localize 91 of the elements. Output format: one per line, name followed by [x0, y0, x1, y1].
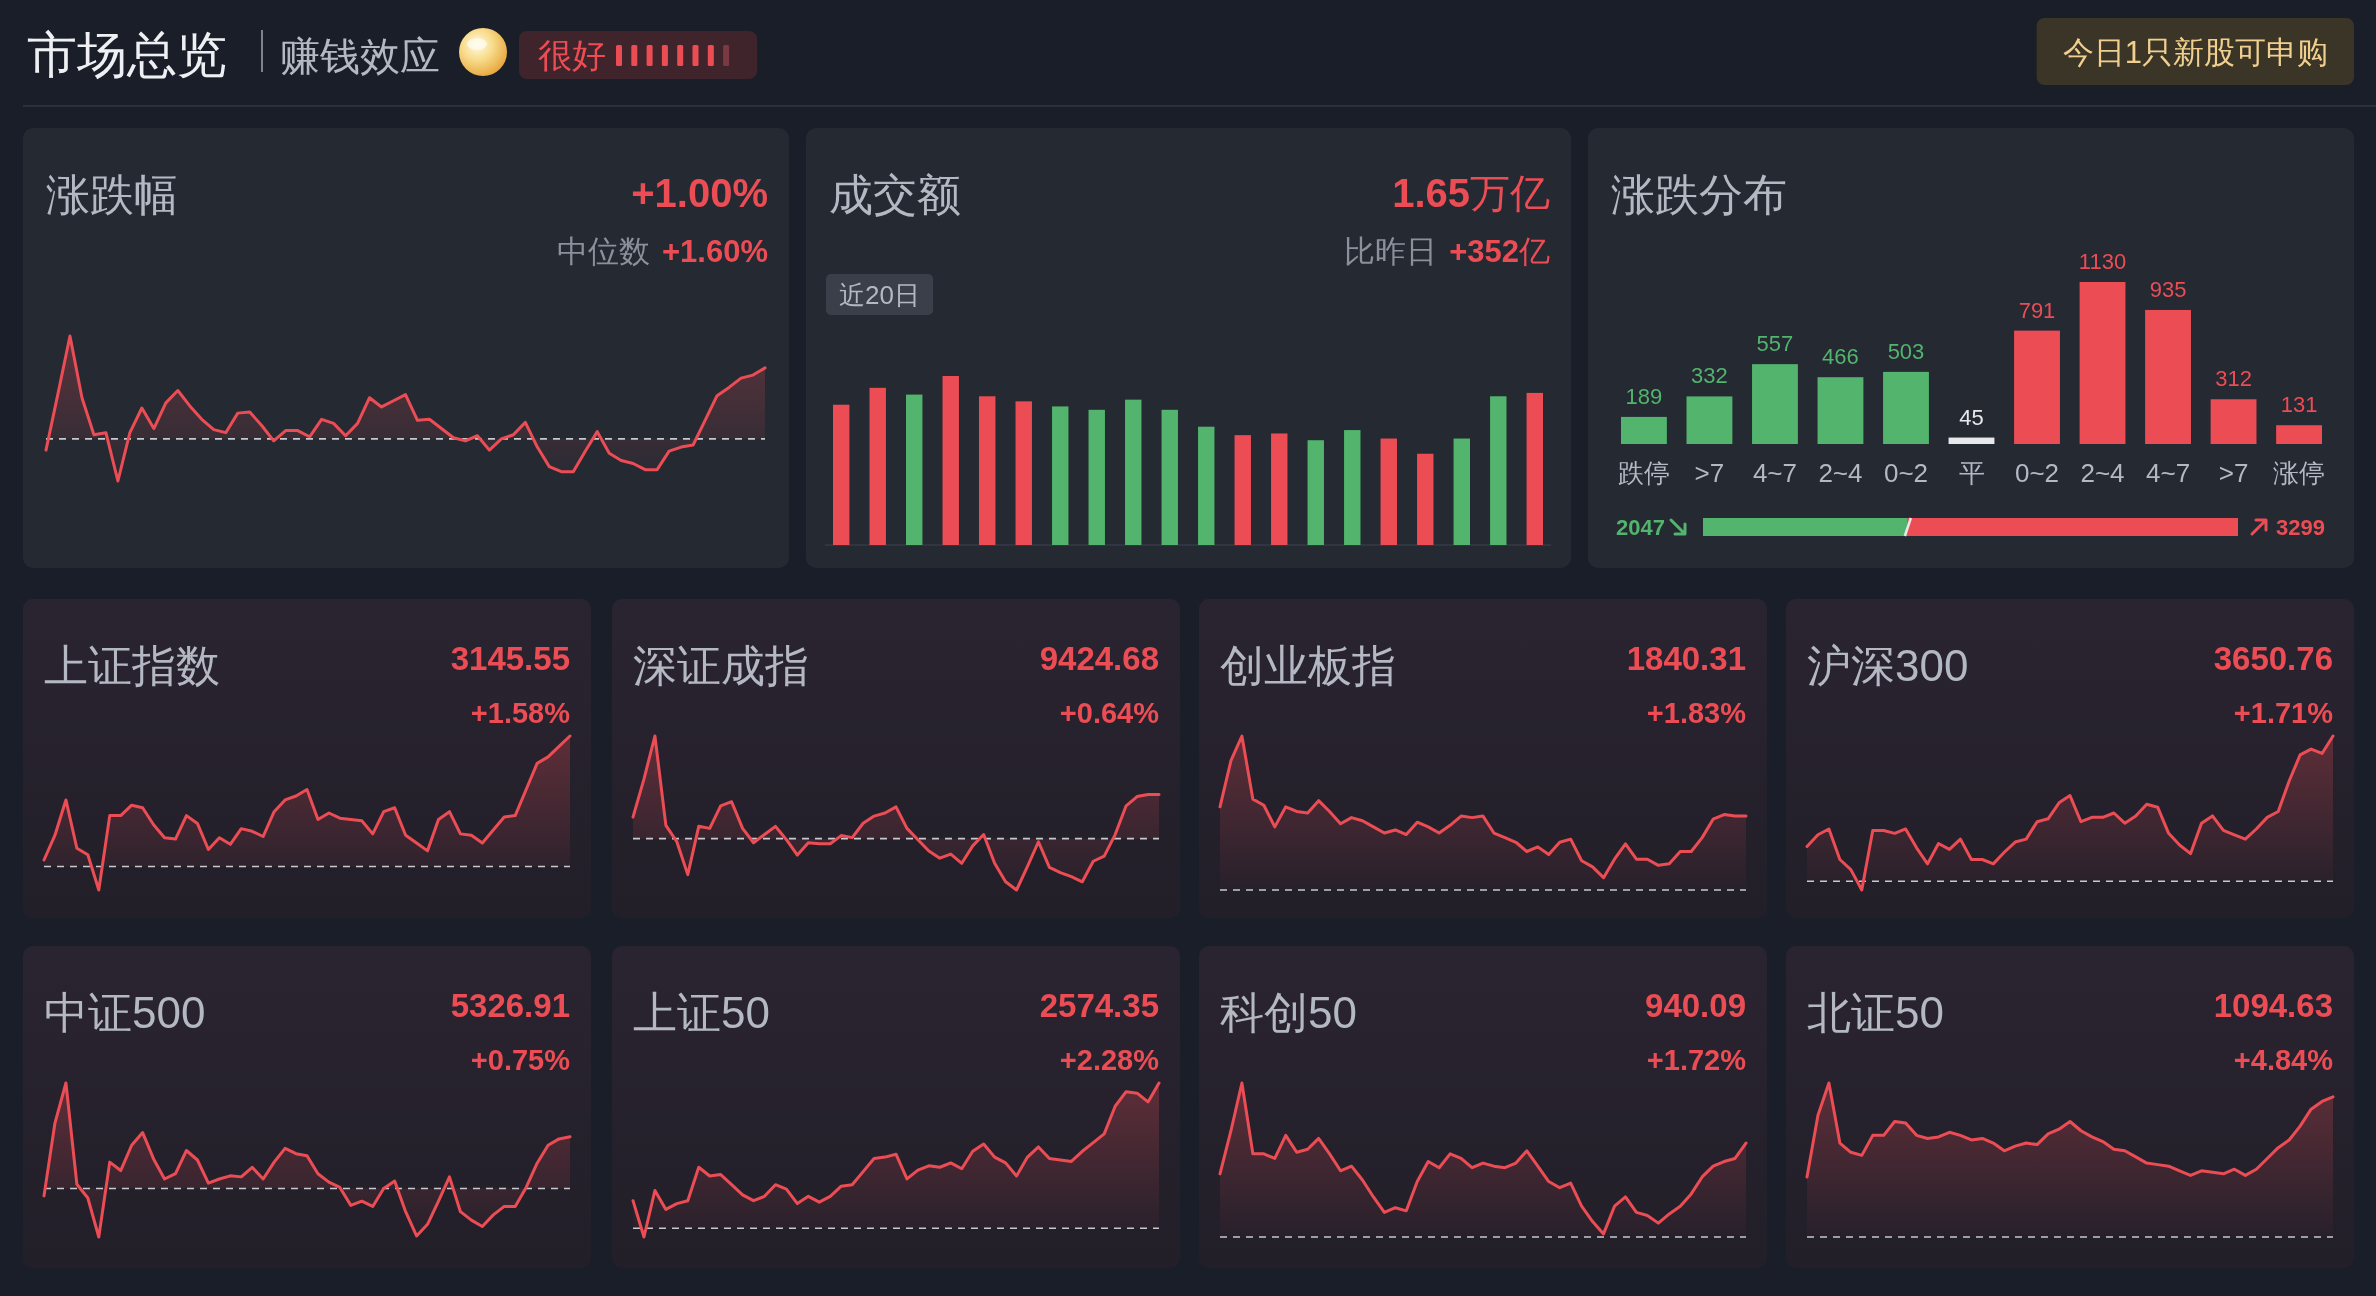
bar [869, 387, 886, 545]
text: 2574.35 [1039, 987, 1159, 1024]
x-tick-label: 涨停 [2273, 458, 2326, 488]
data-label: 557 [1756, 331, 1794, 357]
x-tick-label: 2~4 [1818, 458, 1863, 488]
text: 比昨日 +352亿 [1344, 234, 1550, 269]
text: +2.28% [1059, 1044, 1160, 1076]
bar [2210, 399, 2257, 444]
bar [2276, 425, 2322, 444]
bar [1817, 377, 1864, 444]
bar [2014, 330, 2060, 444]
text: 中位数 +1.60% [556, 234, 768, 269]
text: 3145.55 [450, 640, 570, 677]
text: +0.64% [1059, 697, 1160, 729]
text: 赚钱效应 [280, 34, 440, 78]
bar [2145, 309, 2191, 444]
chart-title: 深证成指 [633, 641, 809, 690]
bar [1234, 435, 1251, 545]
bar [1198, 426, 1215, 545]
x-tick-label: 跌停 [1617, 458, 1670, 488]
bar [1948, 437, 1995, 444]
x-tick-label: >7 [2218, 458, 2249, 488]
text: 3650.76 [2213, 640, 2333, 677]
bar [1380, 438, 1397, 545]
bar [906, 394, 923, 545]
data-label: 45 [1959, 404, 1984, 430]
data-label: 332 [1691, 363, 1728, 389]
x-tick-label: >7 [1694, 458, 1725, 488]
data-label: 2047 [1616, 515, 1665, 540]
bar [1125, 399, 1142, 545]
bar [1417, 453, 1434, 545]
data-label: 935 [2149, 276, 2187, 302]
text: 很好 [538, 36, 606, 74]
text: +1.83% [1646, 697, 1747, 729]
data-label: 312 [2215, 366, 2252, 392]
chart-title: 北证50 [1807, 988, 1944, 1037]
x-tick-label: 0~2 [2014, 458, 2060, 488]
data-label: 466 [1822, 344, 1859, 370]
text: 市场总览 [27, 27, 227, 83]
text: 1094.63 [2213, 987, 2333, 1024]
data-label: 189 [1625, 383, 1663, 409]
x-tick-label: 4~7 [1752, 458, 1798, 488]
text: +1.71% [2233, 697, 2334, 729]
x-tick-label: 平 [1958, 458, 1985, 488]
bar [979, 396, 996, 545]
bar [1307, 440, 1324, 545]
chart-title: 涨跌分布 [1611, 170, 1787, 219]
bar [1490, 396, 1507, 545]
bar [1883, 371, 1929, 444]
bar [1621, 416, 1667, 444]
data-label: 131 [2280, 392, 2318, 418]
bar [1686, 396, 1733, 444]
text: 940.09 [1645, 987, 1746, 1024]
chart-title: 中证500 [44, 988, 206, 1037]
text: 今日1只新股可申购 [2062, 35, 2328, 70]
text: 9424.68 [1039, 640, 1159, 677]
bar [1052, 406, 1069, 545]
chart-title: 科创50 [1220, 988, 1357, 1037]
bar [1015, 401, 1032, 545]
chart-title: 上证50 [633, 988, 770, 1037]
bar [1453, 438, 1470, 545]
chart-title: 上证指数 [44, 641, 220, 690]
bar [942, 376, 959, 545]
chart-title: 成交额 [829, 170, 961, 219]
data-label: 3299 [2276, 515, 2325, 540]
chart-title: 涨跌幅 [46, 170, 178, 219]
text: 1.65万亿 [1392, 171, 1550, 215]
data-label: 503 [1887, 338, 1925, 364]
bar [1271, 433, 1288, 545]
data-label: 791 [2018, 297, 2056, 323]
x-tick-label: 2~4 [2080, 458, 2125, 488]
bar [1526, 392, 1543, 545]
bar [833, 404, 850, 545]
text: +4.84% [2233, 1044, 2334, 1076]
bar [1088, 409, 1105, 545]
text: +1.58% [470, 697, 571, 729]
bar [1344, 430, 1361, 545]
text: 5326.91 [450, 987, 570, 1024]
x-tick-label: 4~7 [2145, 458, 2191, 488]
chart-title: 沪深300 [1807, 641, 1969, 690]
text: +1.00% [631, 171, 768, 215]
bar [2079, 282, 2126, 444]
text: 近20日 [839, 280, 921, 310]
chart-title: 创业板指 [1220, 641, 1396, 690]
bar [1752, 364, 1798, 444]
data-label: 1130 [2078, 249, 2127, 274]
text: +1.72% [1646, 1044, 1747, 1076]
bar [1161, 409, 1178, 545]
text: +0.75% [470, 1044, 571, 1076]
text: 1840.31 [1626, 640, 1746, 677]
x-tick-label: 0~2 [1883, 458, 1929, 488]
